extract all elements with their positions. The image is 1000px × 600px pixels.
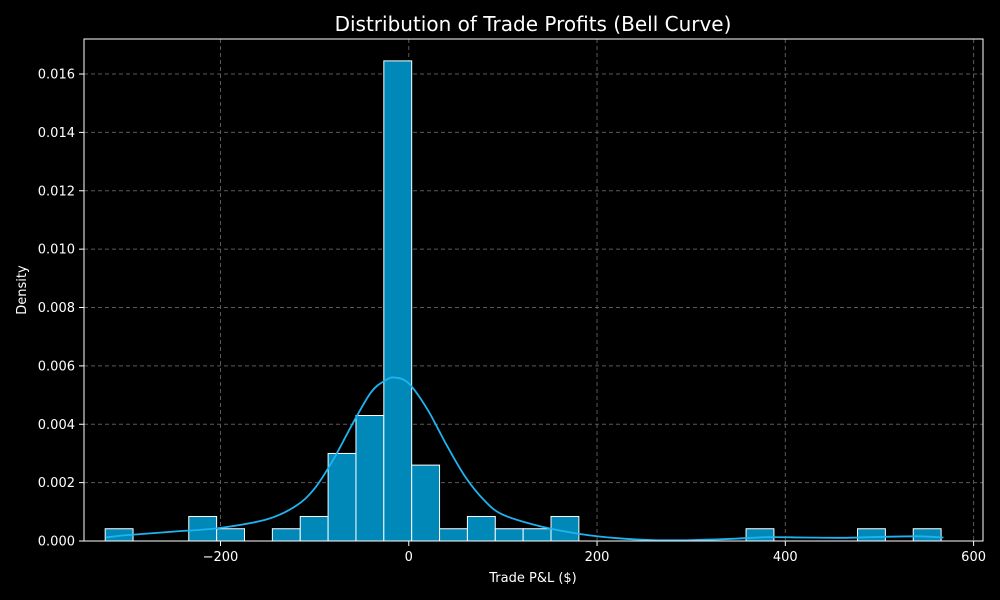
y-tick-label-7: 0.014 [38, 126, 75, 141]
histogram-bar-29 [912, 528, 942, 542]
y-tick-label-2: 0.004 [38, 418, 75, 433]
kde-curve-layer [105, 376, 944, 542]
histogram-bar-12 [439, 528, 468, 542]
grid [84, 39, 983, 542]
plot-frame [83, 38, 984, 542]
histogram-bar-16 [550, 515, 580, 542]
histogram-bar-10 [383, 60, 413, 542]
x-tick-label-2: 200 [585, 550, 610, 565]
histogram-bar-7 [299, 515, 329, 542]
histogram-bar-6 [271, 528, 301, 542]
x-axis-ticks: −200 0 200 400 600 [203, 541, 986, 565]
histogram-bar-8 [327, 452, 357, 542]
histogram-bar-14 [494, 528, 524, 542]
histogram-bars [104, 60, 942, 542]
y-axis-ticks: 0.000 0.002 0.004 0.006 0.008 0.010 0.012 0.014… [38, 68, 84, 550]
histogram-bar-27 [857, 528, 886, 542]
histogram-bar-11 [411, 464, 441, 542]
x-axis-label: Trade P&L ($) [488, 571, 577, 586]
histogram-bar-4 [216, 528, 246, 542]
x-tick-label-1: 0 [405, 550, 413, 565]
y-tick-label-3: 0.006 [38, 359, 75, 374]
x-tick-label-0: −200 [203, 550, 239, 565]
y-tick-label-0: 0.000 [38, 535, 75, 550]
x-tick-label-4: 600 [961, 550, 986, 565]
chart-title: Distribution of Trade Profits (Bell Curv… [335, 12, 732, 36]
x-tick-label-3: 400 [773, 550, 798, 565]
y-tick-label-1: 0.002 [38, 476, 75, 491]
histogram-bar-13 [466, 515, 496, 542]
histogram-bar-23 [745, 528, 775, 542]
y-tick-label-6: 0.012 [38, 184, 75, 199]
y-tick-label-5: 0.010 [38, 243, 75, 258]
y-tick-label-4: 0.008 [38, 301, 75, 316]
y-axis-label: Density [15, 265, 30, 315]
histogram-bar-9 [355, 415, 385, 542]
kde-curve [105, 376, 944, 542]
histogram-bar-15 [522, 528, 552, 542]
y-tick-label-8: 0.016 [38, 68, 75, 83]
